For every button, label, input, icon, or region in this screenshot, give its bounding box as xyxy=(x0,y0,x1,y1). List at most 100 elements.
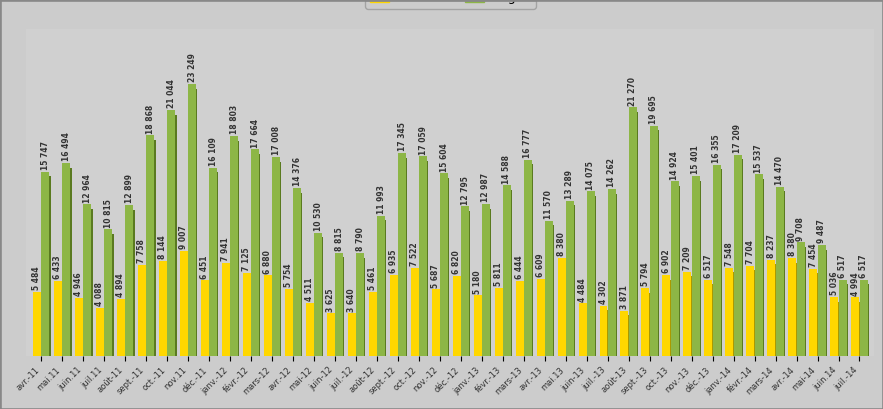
Text: 3 871: 3 871 xyxy=(620,285,629,309)
Bar xyxy=(138,265,146,356)
Bar xyxy=(503,185,511,356)
Bar xyxy=(42,172,49,356)
Bar xyxy=(244,277,252,358)
Text: 6 517: 6 517 xyxy=(838,254,847,278)
Bar xyxy=(83,204,91,356)
Text: 8 380: 8 380 xyxy=(557,232,566,256)
Bar xyxy=(861,284,869,358)
Text: 3 640: 3 640 xyxy=(347,288,356,312)
Bar xyxy=(117,299,125,356)
Bar xyxy=(621,310,629,356)
Bar xyxy=(860,280,868,356)
Bar xyxy=(96,308,104,356)
Bar xyxy=(454,281,462,358)
Bar xyxy=(433,294,441,358)
Bar xyxy=(358,258,366,358)
Bar xyxy=(796,243,804,356)
Text: 17 209: 17 209 xyxy=(733,124,743,153)
Bar xyxy=(399,158,407,358)
Bar xyxy=(76,303,84,358)
Bar xyxy=(420,161,428,358)
Text: 8 815: 8 815 xyxy=(335,227,343,251)
Bar xyxy=(600,306,608,356)
Bar xyxy=(432,290,440,356)
Text: 15 747: 15 747 xyxy=(41,141,49,170)
Bar xyxy=(600,310,608,358)
Text: 6 609: 6 609 xyxy=(536,253,545,277)
Bar xyxy=(463,211,471,358)
Text: 4 994: 4 994 xyxy=(851,272,860,296)
Text: 19 695: 19 695 xyxy=(649,95,659,124)
Bar xyxy=(190,89,198,358)
Bar xyxy=(567,205,575,358)
Bar xyxy=(64,168,72,358)
Text: 5 036: 5 036 xyxy=(830,272,839,295)
Bar xyxy=(411,268,419,356)
Bar xyxy=(147,135,155,356)
Bar xyxy=(525,164,533,358)
Bar xyxy=(537,279,545,356)
Bar xyxy=(34,297,42,358)
Bar xyxy=(840,284,848,358)
Bar xyxy=(684,276,692,358)
Bar xyxy=(209,168,217,356)
Text: 8 144: 8 144 xyxy=(158,235,168,259)
Bar xyxy=(106,234,114,358)
Bar xyxy=(672,186,680,358)
Text: 14 470: 14 470 xyxy=(775,156,784,185)
Bar xyxy=(369,292,377,356)
Bar xyxy=(167,110,175,356)
Bar xyxy=(147,140,155,358)
Bar xyxy=(223,268,231,358)
Bar xyxy=(349,318,357,358)
Text: 11 993: 11 993 xyxy=(376,185,386,214)
Text: 23 249: 23 249 xyxy=(188,54,197,82)
Text: 9 487: 9 487 xyxy=(817,219,826,243)
Bar xyxy=(748,270,756,358)
Bar xyxy=(559,263,567,358)
Bar xyxy=(389,275,397,356)
Text: 7 548: 7 548 xyxy=(725,242,734,266)
Bar xyxy=(314,233,322,356)
Bar xyxy=(557,258,565,356)
Text: 14 588: 14 588 xyxy=(502,155,511,184)
Bar xyxy=(63,163,71,356)
Bar xyxy=(169,115,177,358)
Bar xyxy=(798,247,806,358)
Bar xyxy=(181,255,189,358)
Text: 21 044: 21 044 xyxy=(167,79,176,108)
Bar xyxy=(348,313,356,356)
Text: 4 088: 4 088 xyxy=(95,283,104,306)
Bar xyxy=(286,293,294,358)
Text: 4 484: 4 484 xyxy=(578,278,587,302)
Text: 17 664: 17 664 xyxy=(251,119,260,148)
Bar xyxy=(306,303,313,356)
Text: 5 811: 5 811 xyxy=(494,263,503,286)
Text: 14 376: 14 376 xyxy=(292,157,302,186)
Bar xyxy=(727,272,735,358)
Bar xyxy=(475,300,483,358)
Bar xyxy=(641,288,650,356)
Text: 4 894: 4 894 xyxy=(117,273,125,297)
Bar xyxy=(419,157,427,356)
Bar xyxy=(662,275,670,356)
Bar xyxy=(516,281,524,356)
Bar xyxy=(125,205,133,356)
Bar xyxy=(650,126,658,356)
Bar xyxy=(42,177,50,358)
Bar xyxy=(243,272,251,356)
Bar xyxy=(377,216,385,356)
Text: 6 935: 6 935 xyxy=(389,249,398,273)
Text: 4 511: 4 511 xyxy=(306,278,314,301)
Text: 7 522: 7 522 xyxy=(411,243,419,266)
Bar xyxy=(307,308,315,358)
Bar xyxy=(776,187,784,356)
Bar xyxy=(54,281,62,356)
Bar xyxy=(629,107,637,356)
Text: 16 777: 16 777 xyxy=(524,129,532,158)
Bar xyxy=(272,157,280,356)
Bar xyxy=(264,275,272,356)
Bar xyxy=(517,285,525,358)
Bar xyxy=(588,196,596,358)
Text: 15 401: 15 401 xyxy=(691,145,700,174)
